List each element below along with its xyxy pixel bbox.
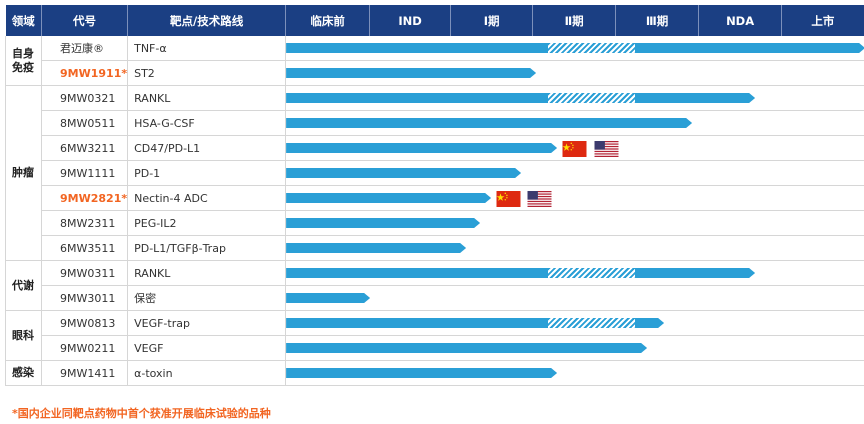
stage-progress-cell (285, 360, 864, 386)
drug-target: 保密 (127, 285, 287, 311)
stage-progress-cell (285, 260, 864, 286)
stage-progress-cell (285, 160, 864, 186)
drug-target: HSA-G-CSF (127, 110, 287, 136)
stage-progress-cell (285, 335, 864, 361)
pipeline-row: 感染 9MW1411 α-toxin (5, 360, 864, 386)
progress-bar (286, 318, 664, 328)
stage-progress-cell (285, 310, 864, 336)
progress-bar (286, 193, 491, 203)
pipeline-row: 9MW3011 保密 (6, 285, 864, 311)
footnote: *国内企业同靶点药物中首个获准开展临床试验的品种 (12, 407, 271, 420)
drug-code: 9MW1911* (41, 60, 129, 86)
header-target: 靶点/技术路线 (127, 5, 287, 36)
pipeline-row: 6MW3211 CD47/PD-L1 (6, 135, 864, 161)
stage-progress-cell (285, 235, 864, 261)
pipeline-row: 9MW1911* ST2 (6, 60, 864, 86)
progress-bar (286, 293, 370, 303)
pipeline-row: 眼科 9MW0813 VEGF-trap (5, 310, 864, 361)
pipeline-row: 8MW2311 PEG-IL2 (6, 210, 864, 236)
drug-code: 9MW0813 (41, 310, 129, 336)
stage-progress-cell (285, 185, 864, 211)
drug-code: 6MW3211 (41, 135, 129, 161)
drug-code: 君迈康® (41, 36, 129, 61)
china-flag-icon (496, 191, 521, 207)
header-code: 代号 (41, 5, 129, 36)
progress-bar (286, 68, 536, 78)
domain-label: 眼科 (5, 310, 42, 361)
drug-code: 9MW3011 (41, 285, 129, 311)
progress-bar (286, 143, 557, 153)
drug-target: Nectin-4 ADC (127, 185, 287, 211)
drug-code: 9MW0321 (41, 85, 129, 111)
drug-target: PD-1 (127, 160, 287, 186)
domain-label: 感染 (5, 360, 42, 386)
progress-bar-phase2-hatch (548, 43, 635, 53)
pipeline-row: 6MW3511 PD-L1/TGFβ-Trap (6, 235, 864, 261)
stage-progress-cell (285, 135, 864, 161)
stage-progress-cell (285, 210, 864, 236)
header-domain: 领域 (5, 5, 42, 36)
drug-target: VEGF (127, 335, 287, 361)
drug-target: TNF-α (127, 36, 287, 61)
pipeline-row: 8MW0511 HSA-G-CSF (6, 110, 864, 136)
drug-code: 8MW2311 (41, 210, 129, 236)
progress-bar-phase2-hatch (548, 268, 635, 278)
pipeline-table: 领域 代号 靶点/技术路线 临床前 IND Ⅰ期 Ⅱ期 Ⅲ期 NDA 上市 自身… (5, 5, 864, 386)
drug-code: 9MW1411 (41, 360, 129, 386)
drug-code: 6MW3511 (41, 235, 129, 261)
drug-code: 8MW0511 (41, 110, 129, 136)
pipeline-row: 9MW0211 VEGF (6, 335, 864, 361)
pipeline-row: 9MW2821* Nectin-4 ADC (6, 185, 864, 211)
stage-progress-cell (285, 60, 864, 86)
progress-bar (286, 368, 557, 378)
drug-code: 9MW0311 (41, 260, 129, 286)
drug-target: RANKL (127, 85, 287, 111)
header-stage-preclinical: 临床前 (285, 5, 371, 36)
pipeline-row: 自身免疫 君迈康® TNF-α (5, 36, 864, 86)
drug-target: PEG-IL2 (127, 210, 287, 236)
drug-code: 9MW0211 (41, 335, 129, 361)
progress-bar (286, 168, 521, 178)
pipeline-body: 自身免疫 君迈康® TNF-α 9MW1911* ST2 肿瘤 9MW0321 RANKL 8M… (5, 36, 864, 386)
header-stage-launched: 上市 (781, 5, 864, 36)
progress-bar (286, 218, 480, 228)
drug-target: α-toxin (127, 360, 287, 386)
stage-progress-cell (285, 85, 864, 111)
stage-progress-cell (285, 110, 864, 136)
header-stage-phase3: Ⅲ期 (615, 5, 700, 36)
progress-bar (286, 243, 466, 253)
domain-label: 自身免疫 (5, 36, 42, 86)
pipeline-row: 9MW1111 PD-1 (6, 160, 864, 186)
progress-bar (286, 343, 647, 353)
stage-progress-cell (285, 285, 864, 311)
progress-bar (286, 43, 864, 53)
usa-flag-icon (527, 191, 552, 207)
header-row: 领域 代号 靶点/技术路线 临床前 IND Ⅰ期 Ⅱ期 Ⅲ期 NDA 上市 (5, 5, 864, 36)
progress-bar (286, 118, 692, 128)
drug-code: 9MW1111 (41, 160, 129, 186)
progress-bar-phase2-hatch (548, 93, 635, 103)
stage-progress-cell (285, 36, 864, 61)
header-stage-phase2: Ⅱ期 (532, 5, 617, 36)
pipeline-row: 代谢 9MW0311 RANKL (5, 260, 864, 311)
domain-label: 肿瘤 (5, 85, 42, 261)
drug-target: VEGF-trap (127, 310, 287, 336)
header-stage-phase1: Ⅰ期 (450, 5, 534, 36)
china-flag-icon (562, 141, 587, 157)
drug-code: 9MW2821* (41, 185, 129, 211)
progress-bar-phase2-hatch (548, 318, 635, 328)
drug-target: CD47/PD-L1 (127, 135, 287, 161)
drug-target: PD-L1/TGFβ-Trap (127, 235, 287, 261)
header-stage-ind: IND (369, 5, 452, 36)
usa-flag-icon (594, 141, 619, 157)
progress-bar (286, 268, 755, 278)
drug-target: RANKL (127, 260, 287, 286)
pipeline-row: 肿瘤 9MW0321 RANKL (5, 85, 864, 261)
header-stage-nda: NDA (698, 5, 783, 36)
domain-label: 代谢 (5, 260, 42, 311)
drug-target: ST2 (127, 60, 287, 86)
progress-bar (286, 93, 755, 103)
